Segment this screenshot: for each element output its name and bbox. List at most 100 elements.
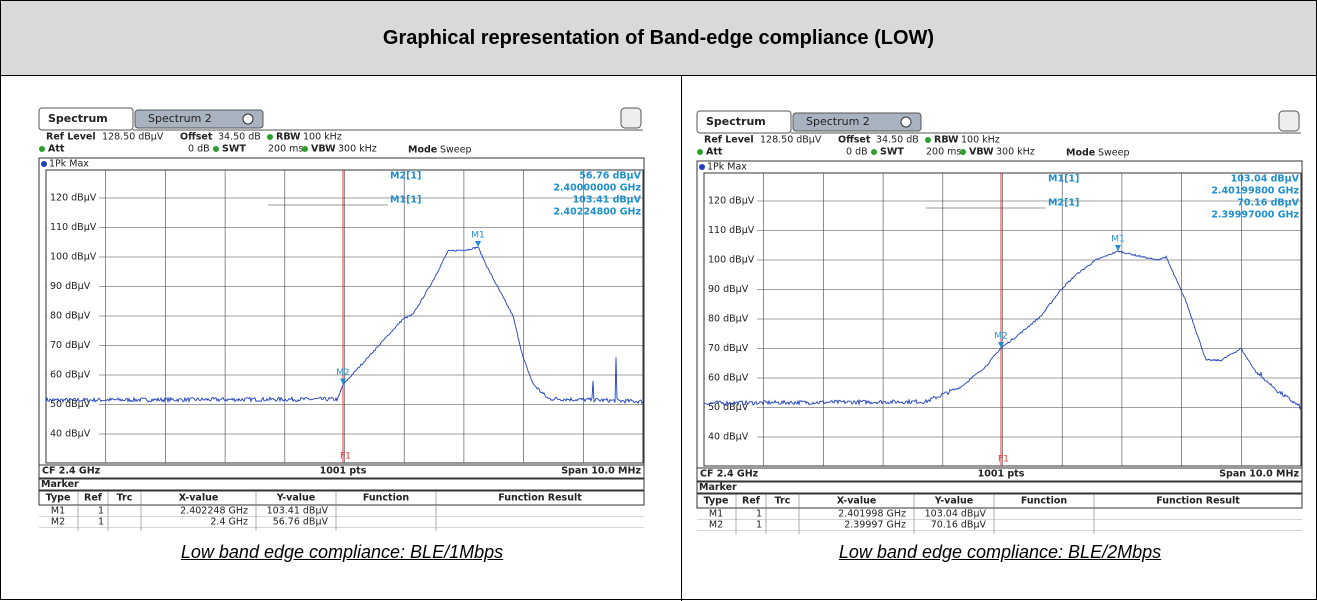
readout-level: 70.16 dBµV: [1237, 198, 1299, 209]
setting: 200 ms: [268, 144, 303, 155]
marker-flag: [340, 378, 346, 385]
table-cell: 103.41 dBµV: [267, 506, 329, 517]
label-bg: [705, 195, 757, 207]
table-header-bg: [696, 493, 1303, 509]
marker-flag: [1115, 245, 1121, 252]
label-bg: [705, 372, 757, 384]
label-bg: [47, 369, 99, 381]
tab-label: Spectrum: [706, 115, 766, 128]
setting: 128.50 dBµV: [102, 132, 164, 143]
marker-flag: [998, 342, 1004, 349]
plot-frame: [38, 157, 645, 479]
caption: Low band edge compliance: BLE/1Mbps: [180, 542, 504, 562]
table-header: Function: [1021, 496, 1067, 507]
setting: Ref Level: [704, 135, 754, 146]
marker-flag-label: M1: [471, 230, 485, 240]
setting: SWT: [222, 144, 246, 155]
readout-name: M2[1]: [390, 171, 421, 182]
footer-right: Span 10.0 MHz: [1219, 469, 1299, 480]
line-label: F1: [998, 455, 1009, 465]
dot: [697, 149, 703, 155]
table-header: Function: [363, 493, 409, 504]
table-cell: 1: [756, 520, 762, 531]
footer-left: CF 2.4 GHz: [700, 469, 759, 480]
readout-level: 56.76 dBµV: [579, 171, 641, 182]
y-label: 110 dBµV: [708, 225, 755, 236]
tab-label: Spectrum 2: [148, 112, 212, 125]
dot: [960, 149, 966, 155]
close-icon: [900, 116, 912, 128]
label-bg: [705, 254, 757, 266]
table-cell: 1: [756, 509, 762, 520]
footer-left: CF 2.4 GHz: [42, 466, 101, 477]
setting: VBW: [969, 147, 994, 158]
readout-freq: 2.40000000 GHz: [553, 183, 641, 194]
footer-right: Span 10.0 MHz: [561, 466, 641, 477]
setting: SWT: [880, 147, 904, 158]
table-cell: 103.04 dBµV: [925, 509, 987, 520]
table-header: Trc: [775, 496, 791, 507]
caption: Low band edge compliance: BLE/2Mbps: [838, 542, 1162, 562]
spectrum-screenshot: Spectrum Spectrum 2 Ref Level 128.50 dBµV Of…: [38, 107, 645, 531]
setting: 0 dB: [188, 144, 210, 155]
close-icon: [242, 113, 254, 125]
y-label: 80 dBµV: [708, 314, 749, 325]
tab: [134, 109, 264, 129]
label-bg: [705, 431, 757, 443]
setting: 300 kHz: [338, 144, 377, 155]
y-label: 120 dBµV: [708, 196, 755, 207]
trace: [703, 250, 1302, 411]
dot: [213, 146, 219, 152]
table-cell: M2: [709, 520, 723, 531]
dot: [267, 134, 273, 140]
dot: [699, 164, 705, 170]
label-bg: [47, 310, 99, 322]
y-label: 110 dBµV: [50, 222, 97, 233]
dot: [41, 161, 47, 167]
y-label: 40 dBµV: [50, 429, 91, 440]
dot: [871, 149, 877, 155]
readout-name: M1[1]: [390, 195, 421, 206]
table-title: Marker: [699, 482, 737, 493]
setting: VBW: [311, 144, 336, 155]
tab-label: Spectrum 2: [806, 115, 870, 128]
marker-flag-label: M2: [336, 368, 350, 378]
trace-label: 1Pk Max: [707, 162, 747, 173]
table-header: Type: [704, 496, 729, 507]
label-bg: [47, 398, 99, 411]
table-header: Function Result: [498, 493, 582, 504]
table-cell: 1: [98, 517, 104, 528]
tab: [38, 107, 134, 131]
table-header: X-value: [179, 493, 219, 504]
table-header: Type: [46, 493, 71, 504]
trace-label: 1Pk Max: [49, 159, 89, 170]
setting: Mode: [1066, 148, 1095, 159]
table-header: Ref: [84, 493, 103, 504]
dot: [925, 137, 931, 143]
y-label: 60 dBµV: [50, 370, 91, 381]
footer-center: 1001 pts: [320, 466, 367, 477]
divider: [681, 76, 682, 601]
table-header-bg: [38, 490, 645, 506]
y-label: 90 dBµV: [708, 284, 749, 295]
dot: [39, 146, 45, 152]
y-label: 80 dBµV: [50, 311, 91, 322]
table-cell: 2.4 GHz: [210, 517, 248, 528]
y-label: 120 dBµV: [50, 193, 97, 204]
y-label: 100 dBµV: [50, 252, 97, 263]
readout-level: 103.04 dBµV: [1231, 174, 1300, 185]
setting: 200 ms: [926, 147, 961, 158]
label-bg: [705, 313, 757, 325]
footer-center: 1001 pts: [978, 469, 1025, 480]
trace: [45, 246, 644, 405]
setting: Offset: [838, 135, 871, 146]
setting: RBW: [276, 132, 301, 143]
table-header: Function Result: [1156, 496, 1240, 507]
spectrum-screenshot: Spectrum Spectrum 2 Ref Level 128.50 dBµV Of…: [696, 110, 1303, 534]
readout-level: 103.41 dBµV: [573, 195, 642, 206]
table-cell: 2.402248 GHz: [180, 506, 248, 517]
table-cell: 70.16 dBµV: [931, 520, 987, 531]
y-label: 40 dBµV: [708, 432, 749, 443]
table-header: Y-value: [276, 493, 316, 504]
setting: Att: [706, 147, 723, 158]
